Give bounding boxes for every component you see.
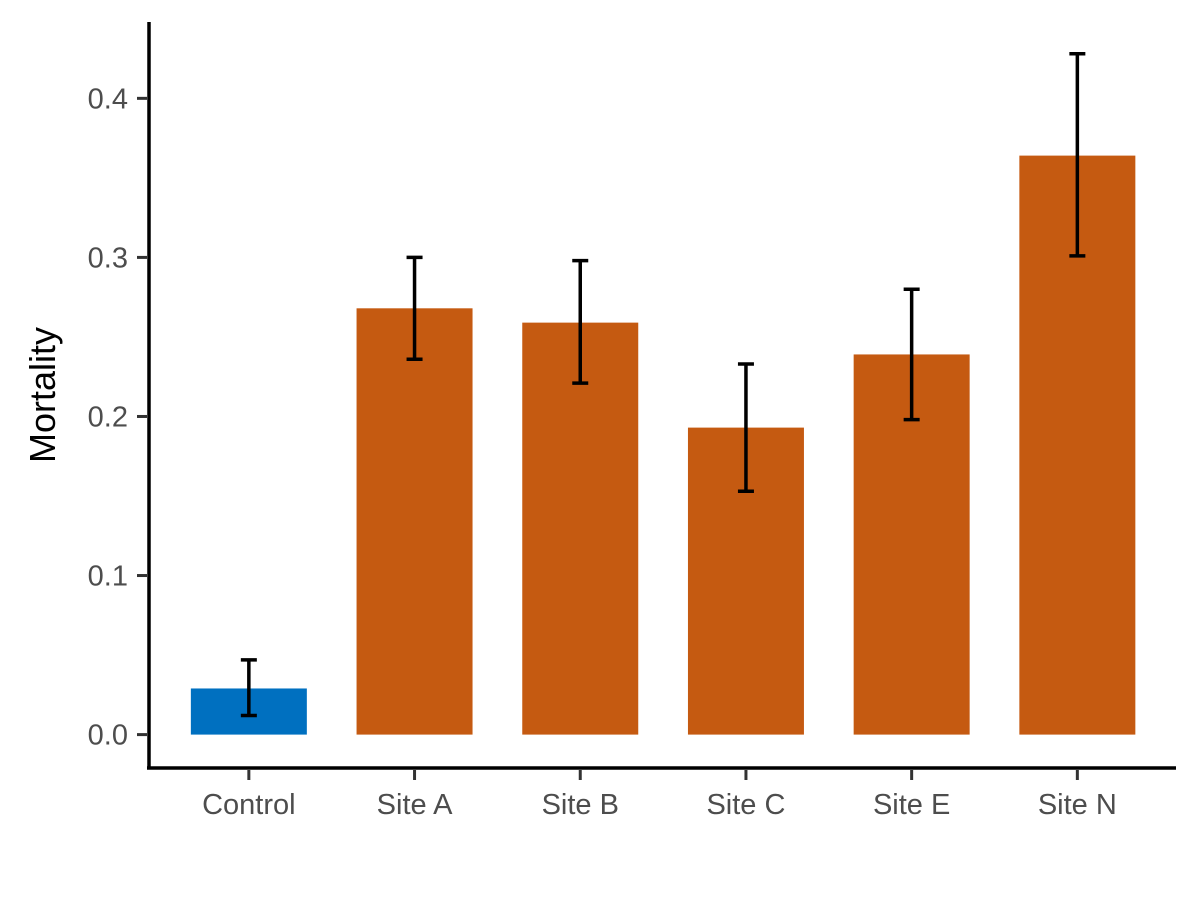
error-bar-site-c [737,362,754,493]
bars-layer [190,155,1136,735]
error-bar-site-n [1069,52,1086,258]
y-tick-label: 0.0 [88,720,128,752]
x-ticks-layer: Control Site A Site B Site C Site E Site N [202,770,1117,821]
axes-layer [147,22,1176,770]
x-tick-label: Site N [1038,789,1117,821]
x-tick-label: Site E [873,789,950,821]
y-axis-title: Mortality [22,327,63,463]
y-tick-label: 0.4 [88,83,128,115]
error-bar-site-b [572,258,589,385]
error-bar-site-a [406,255,423,361]
y-tick-label: 0.3 [88,242,128,274]
y-tick-label: 0.2 [88,401,128,433]
x-tick-label: Site A [377,789,453,821]
x-tick-label: Control [202,789,296,821]
x-tick-label: Site C [706,789,785,821]
y-ticks-layer: 0.0 0.1 0.2 0.3 0.4 [88,83,147,752]
error-bars-layer [240,52,1086,718]
bar-site-b [522,322,639,735]
x-tick-label: Site B [542,789,619,821]
y-tick-label: 0.1 [88,561,128,593]
bar-site-a [356,308,473,735]
error-bar-control [240,658,257,718]
error-bar-site-e [903,287,920,422]
